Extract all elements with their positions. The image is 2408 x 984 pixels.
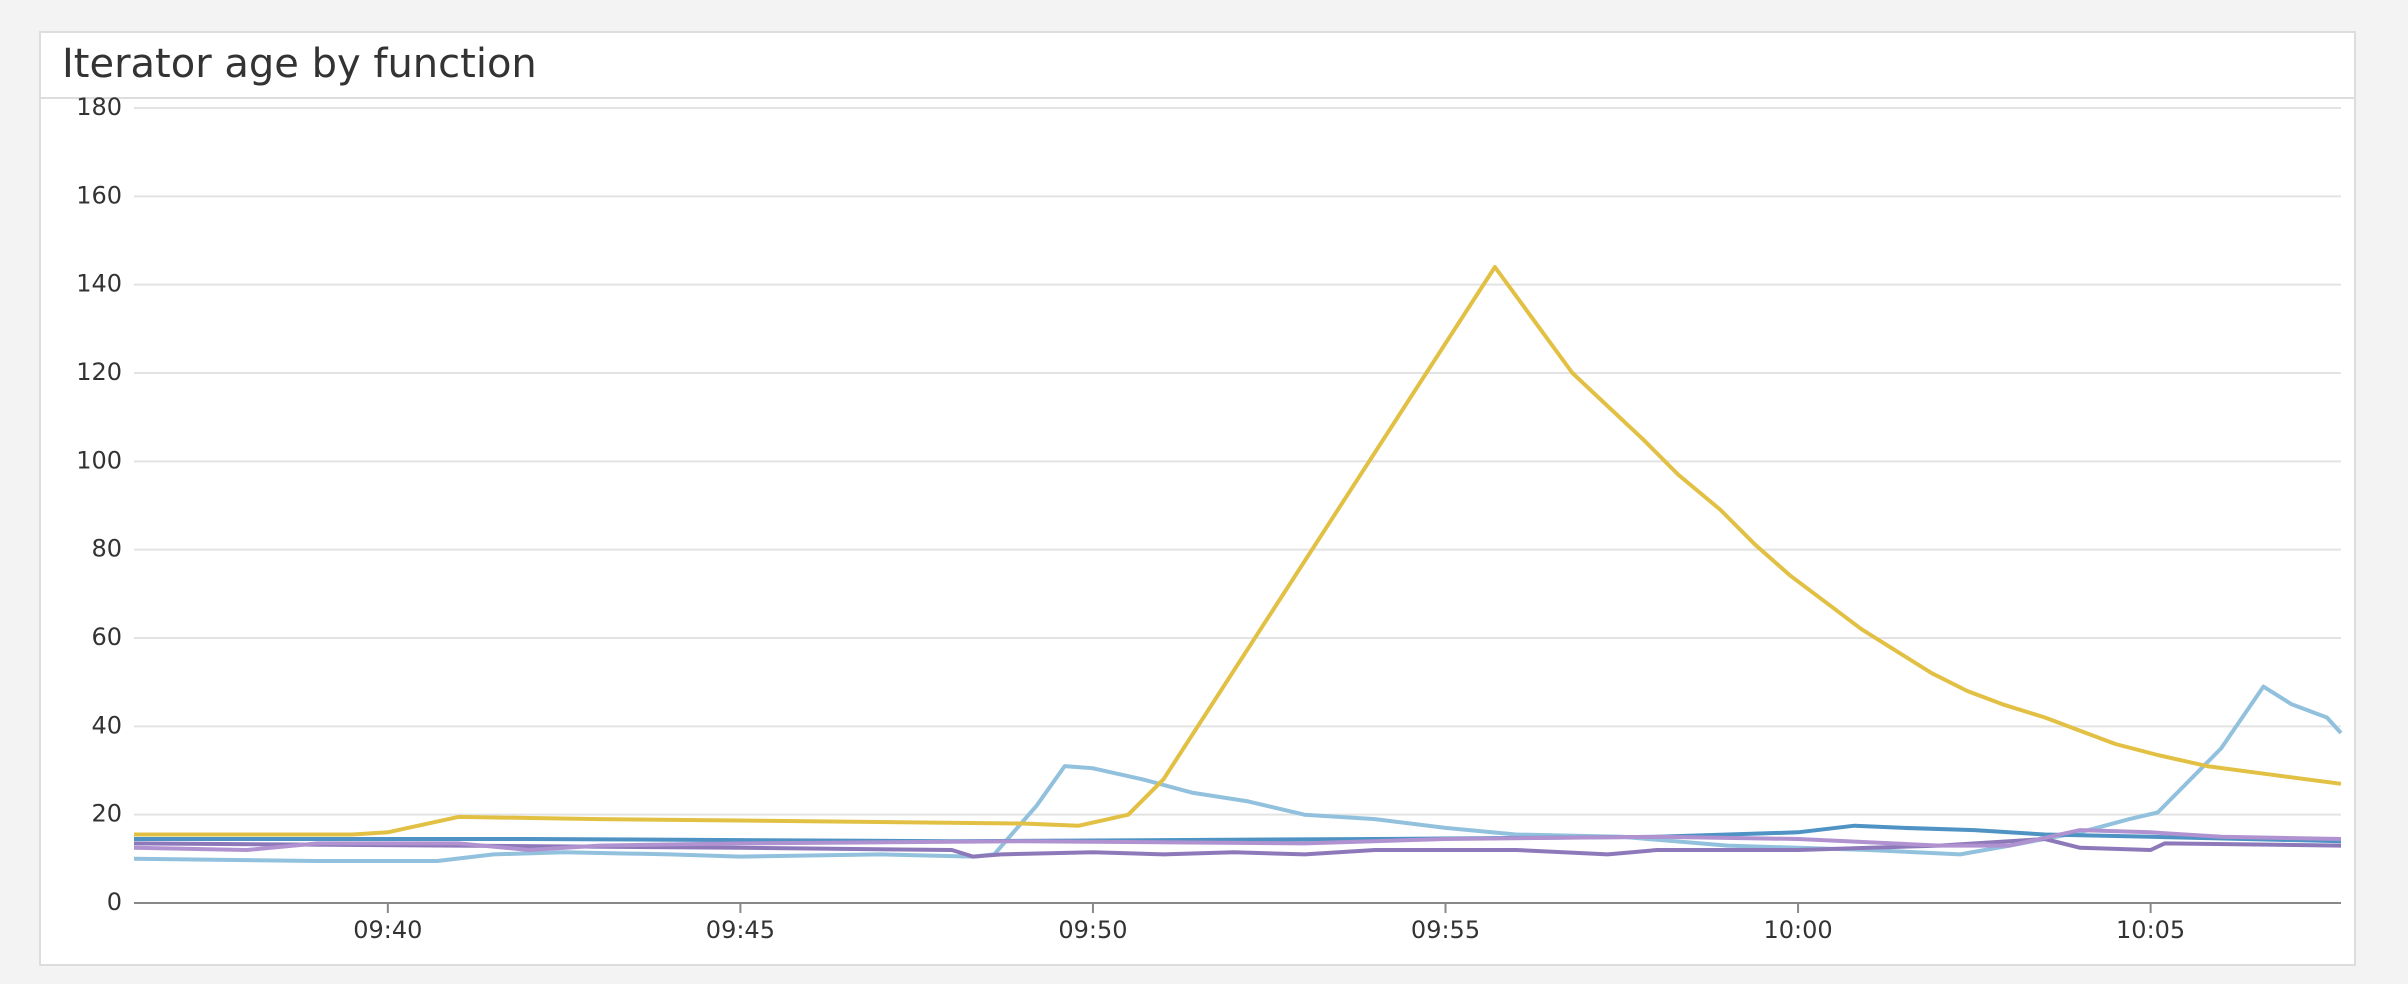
- y-tick-label: 160: [76, 181, 122, 209]
- y-tick-label: 60: [91, 623, 122, 651]
- y-tick-label: 140: [76, 270, 122, 298]
- x-tick-label: 09:50: [1058, 916, 1127, 944]
- x-tick-label: 09:40: [353, 916, 422, 944]
- y-tick-label: 120: [76, 358, 122, 386]
- series-line: [133, 684, 2343, 863]
- x-tick-label: 09:45: [706, 916, 775, 944]
- y-tick-label: 0: [107, 888, 122, 916]
- series-line: [133, 828, 2342, 852]
- series-line: [134, 265, 2342, 837]
- y-tick-label: 100: [76, 446, 122, 474]
- x-tick-label: 09:55: [1411, 916, 1480, 944]
- y-tick-label: 20: [91, 800, 122, 828]
- y-tick-label: 80: [91, 535, 122, 563]
- x-tick-label: 10:05: [2116, 916, 2185, 944]
- x-tick-label: 10:00: [1763, 916, 1832, 944]
- chart-title: Iterator age by function: [62, 41, 537, 87]
- y-tick-label: 40: [91, 711, 122, 739]
- series-line: [133, 837, 2342, 859]
- y-tick-label: 180: [76, 93, 122, 121]
- widget-panel: [39, 31, 2356, 966]
